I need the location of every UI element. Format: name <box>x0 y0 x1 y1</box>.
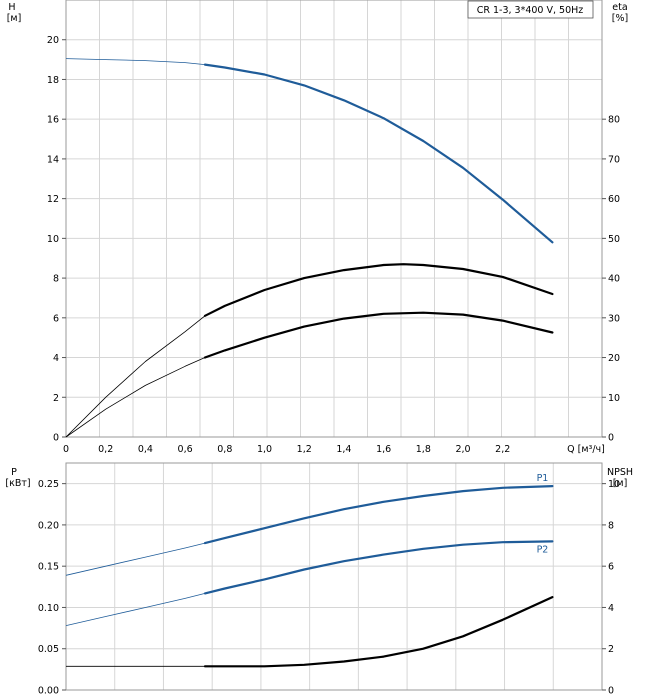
x-tick-label: 1,6 <box>376 444 391 455</box>
y-left-tick-label: 0.10 <box>38 603 59 614</box>
legend-box <box>467 0 594 19</box>
y-left-tick-label: 0.00 <box>38 686 59 697</box>
y-left-tick-label: 14 <box>47 154 59 165</box>
series-p1-label: P1 <box>537 473 549 484</box>
legend-label: CR 1-3, 3*400 V, 50Hz <box>477 5 584 16</box>
y-right-tick-label: 40 <box>608 274 620 285</box>
x-tick-label: 1,8 <box>416 444 431 455</box>
y-right-tick-label: 2 <box>608 644 614 655</box>
y-left-tick-label: 0.20 <box>38 520 59 531</box>
y-right-tick-label: 6 <box>608 562 614 573</box>
y-right-tick-label: 70 <box>608 154 620 165</box>
y-left-tick-label: 16 <box>47 115 59 126</box>
y-left-tick-label: 8 <box>53 274 59 285</box>
series-0-0-extrapolated-line <box>65 58 206 65</box>
y-right-axis-label: eta <box>612 2 627 13</box>
y-left-tick-label: 12 <box>47 194 59 205</box>
x-tick-label: 1,0 <box>257 444 272 455</box>
y-right-tick-label: 0 <box>608 433 614 444</box>
y-left-tick-label: 6 <box>53 313 59 324</box>
x-tick-label: 1,4 <box>336 444 351 455</box>
y-left-tick-label: 2 <box>53 393 59 404</box>
series-p2-label: P2 <box>537 544 549 555</box>
x-tick-label: 1,2 <box>297 444 312 455</box>
y-left-tick-label: 18 <box>47 75 59 86</box>
x-tick-label: 2,0 <box>455 444 470 455</box>
x-tick-label: 0,4 <box>138 444 153 455</box>
series-p1-extrapolated-line <box>65 542 206 576</box>
x-axis-label: Q [м³/ч] <box>567 444 605 455</box>
y-left-axis-label: H <box>8 2 15 13</box>
series-0-0-line <box>203 63 554 244</box>
y-right-axis-unit: [%] <box>612 13 628 24</box>
y-left-tick-label: 0.05 <box>38 644 59 655</box>
series-0-1-extrapolated-line <box>65 315 206 438</box>
y-right-tick-label: 8 <box>608 520 614 531</box>
y-right-tick-label: 10 <box>608 393 620 404</box>
series-0-2-line <box>203 311 554 359</box>
y-left-tick-label: 10 <box>47 234 59 245</box>
y-right-tick-label: 10 <box>608 479 620 490</box>
x-tick-label: 0,8 <box>217 444 232 455</box>
y-left-axis-unit: [кВт] <box>5 478 30 489</box>
series-0-1-line <box>203 263 554 317</box>
y-left-tick-label: 4 <box>53 353 59 364</box>
x-tick-label: 2,2 <box>495 444 510 455</box>
x-tick-label: 0,2 <box>98 444 113 455</box>
series-1-2-line <box>203 596 554 668</box>
y-left-tick-label: 0.25 <box>38 479 59 490</box>
plot-frame <box>65 0 603 438</box>
series-p2-extrapolated-line <box>65 593 206 626</box>
series-p2-line <box>203 540 554 595</box>
y-right-tick-label: 0 <box>608 686 614 697</box>
plot-frame <box>65 462 603 691</box>
y-left-tick-label: 20 <box>47 35 59 46</box>
y-right-tick-label: 30 <box>608 313 620 324</box>
x-tick-label: 0,6 <box>178 444 193 455</box>
y-left-axis-label: P <box>11 467 17 478</box>
y-right-axis-label: NPSH <box>607 467 633 478</box>
y-left-tick-label: 0 <box>53 433 59 444</box>
y-right-tick-label: 60 <box>608 194 620 205</box>
x-tick-label: 0 <box>63 444 69 455</box>
series-0-2-extrapolated-line <box>65 357 206 438</box>
y-right-tick-label: 80 <box>608 115 620 126</box>
y-right-axis-unit: [м] <box>613 478 628 489</box>
series-p1-line <box>203 485 554 545</box>
y-right-tick-label: 4 <box>608 603 614 614</box>
y-left-tick-label: 0.15 <box>38 562 59 573</box>
y-right-tick-label: 50 <box>608 234 620 245</box>
y-left-axis-unit: [м] <box>7 13 22 24</box>
y-right-tick-label: 20 <box>608 353 620 364</box>
